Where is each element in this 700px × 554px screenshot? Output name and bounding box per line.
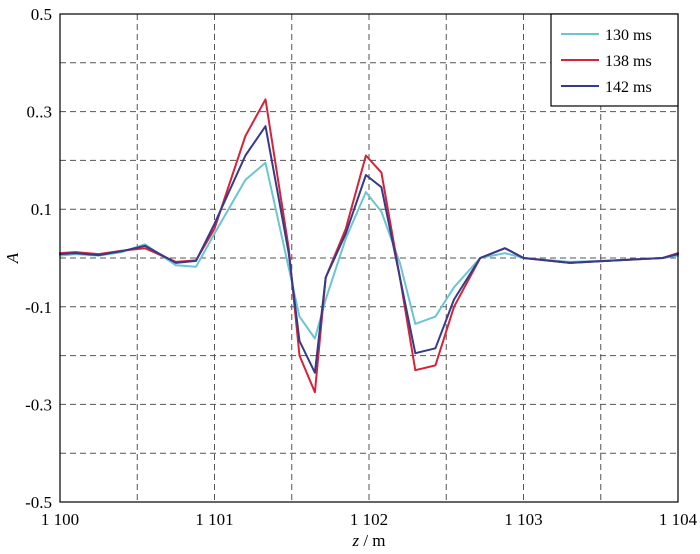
y-tick-label: -0.5 <box>25 493 52 512</box>
data-point <box>345 233 347 235</box>
x-axis-unit: / m <box>359 531 385 550</box>
data-point <box>453 298 455 301</box>
data-point <box>314 391 316 393</box>
data-point <box>195 260 197 262</box>
x-axis-label: z / m <box>351 531 385 550</box>
data-point <box>144 247 146 249</box>
data-point <box>345 237 347 240</box>
data-point <box>244 135 246 137</box>
data-point <box>380 186 382 188</box>
data-point <box>264 98 267 100</box>
data-point <box>399 276 401 279</box>
data-point <box>213 233 216 235</box>
y-tick-label: -0.1 <box>25 298 52 317</box>
data-point <box>144 243 146 245</box>
data-point <box>298 355 301 357</box>
data-point <box>434 347 437 349</box>
legend-label: 142 ms <box>605 79 652 96</box>
data-point <box>434 364 437 366</box>
data-point <box>345 228 347 230</box>
data-point <box>414 323 416 325</box>
data-point <box>380 172 382 174</box>
data-point <box>298 340 301 342</box>
data-point <box>175 262 177 264</box>
data-point <box>453 286 455 288</box>
data-point <box>264 125 267 127</box>
data-point <box>314 372 316 374</box>
data-point <box>522 257 525 259</box>
data-point <box>288 252 290 254</box>
data-point <box>380 211 382 213</box>
data-point <box>325 276 327 279</box>
data-point <box>298 315 301 318</box>
data-point <box>314 337 316 340</box>
data-point <box>661 257 664 259</box>
data-point <box>144 245 146 247</box>
data-point <box>615 259 617 262</box>
data-point <box>244 179 246 181</box>
y-axis-label: A <box>3 252 22 264</box>
x-tick-label: 1 100 <box>41 510 79 529</box>
data-point <box>213 223 216 225</box>
data-point <box>175 264 177 266</box>
x-tick-label: 1 101 <box>195 510 233 529</box>
data-point <box>504 247 506 249</box>
y-tick-label: -0.3 <box>25 395 52 414</box>
y-tick-label: 0.1 <box>31 200 52 219</box>
data-point <box>504 252 506 254</box>
data-point <box>479 257 481 259</box>
data-point <box>74 252 77 254</box>
data-point <box>414 369 416 371</box>
data-point <box>288 267 290 269</box>
data-point <box>569 262 571 264</box>
x-axis-variable: z <box>351 531 359 550</box>
data-point <box>195 266 197 268</box>
data-point <box>453 306 455 308</box>
data-point <box>434 315 437 318</box>
data-point <box>121 250 123 252</box>
data-point <box>365 191 367 193</box>
data-point <box>213 228 216 230</box>
data-point <box>325 298 327 301</box>
x-tick-label: 1 104 <box>659 510 698 529</box>
y-tick-label: 0.5 <box>31 5 52 24</box>
y-tick-label: 0..3 <box>27 103 53 122</box>
series-3 <box>59 125 679 374</box>
data-point <box>98 254 100 256</box>
plot-frame <box>59 13 679 503</box>
data-point <box>399 262 401 264</box>
x-axis-ticks: 1 100 1 101 1 102 1 103 1 104 <box>41 510 698 529</box>
series-line <box>59 125 679 374</box>
y-axis-ticks: -0.5 -0.3 -0.1 0.1 0..3 0.5 <box>25 5 52 512</box>
series-layer <box>59 98 679 394</box>
legend: 130 ms 138 ms 142 ms <box>550 13 679 107</box>
legend-label: 130 ms <box>605 27 652 44</box>
data-point <box>365 174 367 176</box>
legend-label: 138 ms <box>605 53 652 70</box>
data-point <box>365 154 367 157</box>
data-point <box>414 352 416 354</box>
data-point <box>244 154 246 157</box>
data-point <box>264 162 267 164</box>
x-tick-label: 1 102 <box>350 510 388 529</box>
x-tick-label: 1 103 <box>504 510 542 529</box>
